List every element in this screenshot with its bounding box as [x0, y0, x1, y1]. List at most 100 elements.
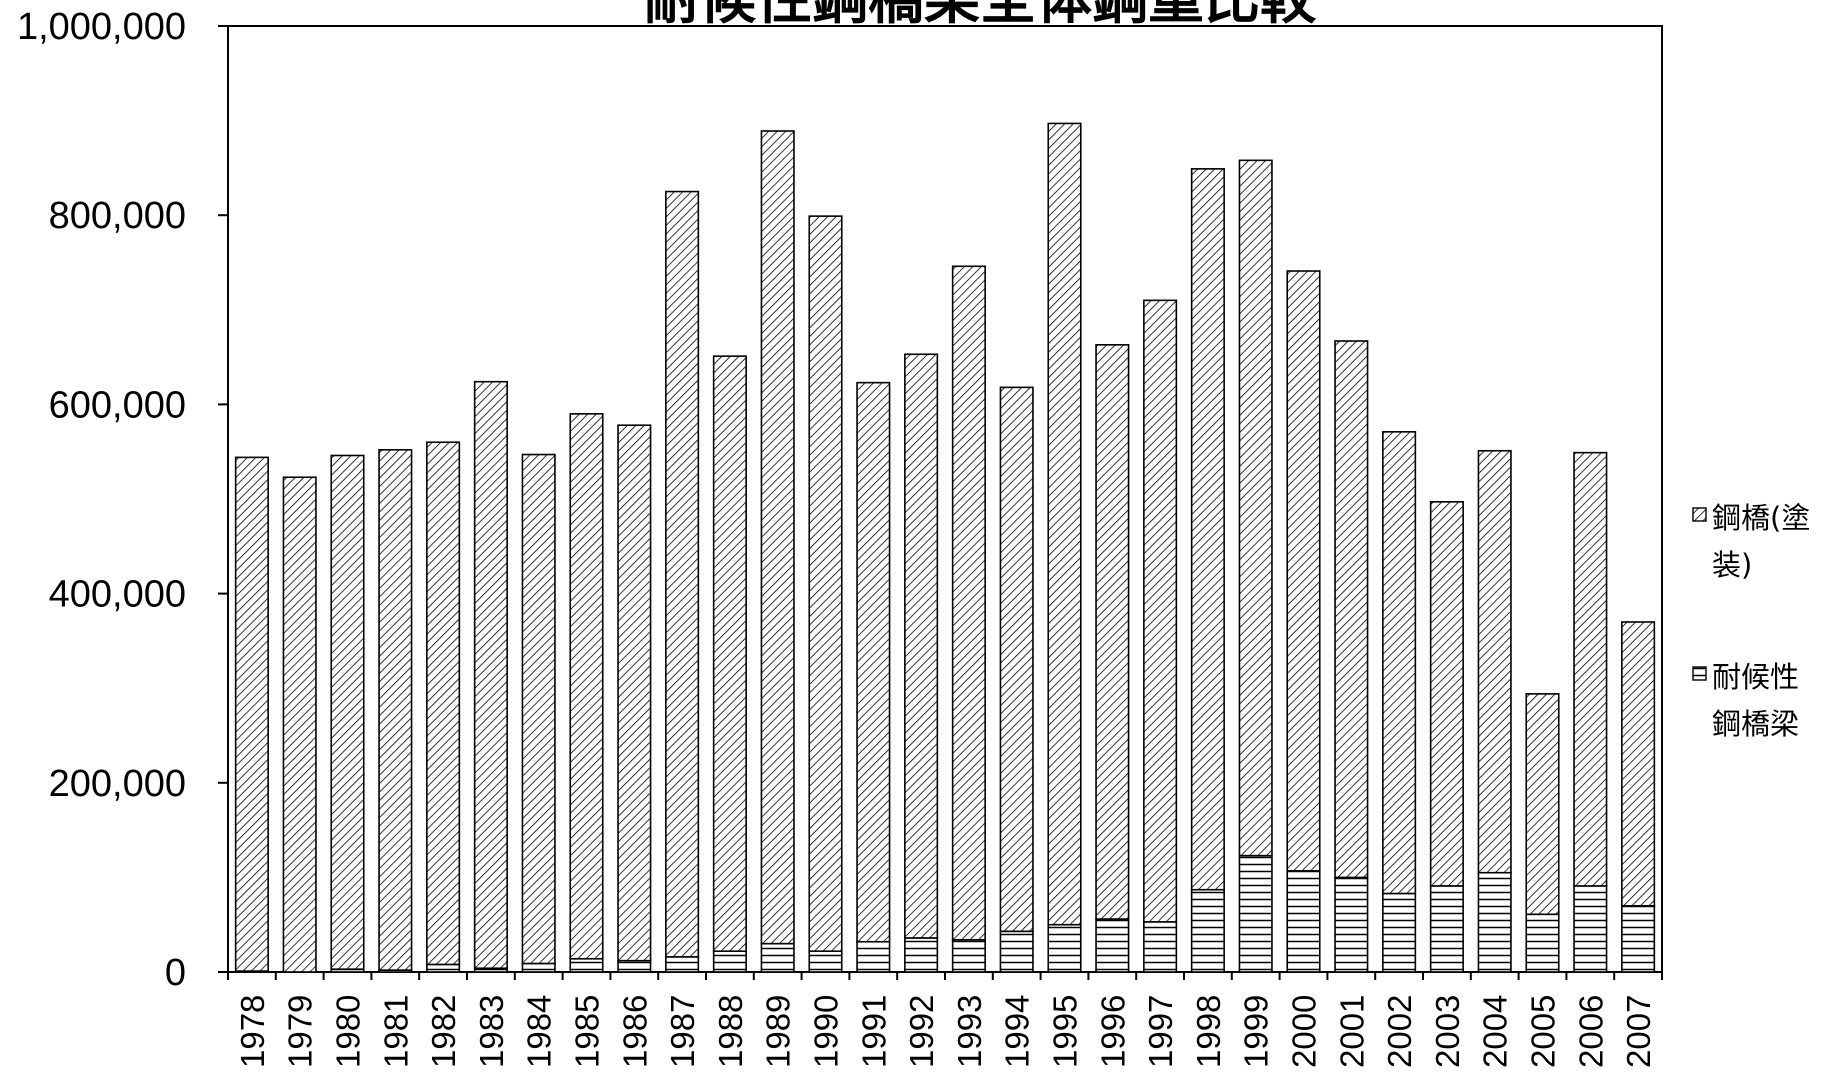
y-axis: 0 200,000 400,000 600,000 800,000 1,000,000: [17, 6, 228, 994]
legend-label: 耐候性: [1712, 660, 1799, 694]
x-tick-label: 1985: [569, 995, 606, 1068]
x-tick-label: 1999: [1238, 995, 1275, 1068]
y-tick-label: 400,000: [49, 574, 186, 616]
x-tick-label: 1991: [855, 995, 892, 1068]
bar-segment-painted-1993: [951, 265, 986, 941]
bar-segment-weathering-1990: [808, 950, 843, 973]
bar-segment-weathering-2007: [1621, 904, 1656, 973]
x-tick-label: 1987: [664, 995, 701, 1068]
bar-segment-weathering-1992: [904, 937, 939, 973]
x-tick-label: 2007: [1620, 995, 1657, 1068]
x-tick-label: 1990: [808, 995, 845, 1068]
bar-segment-painted-2003: [1429, 501, 1464, 887]
x-tick-label: 1993: [951, 995, 988, 1068]
bar-segment-weathering-1995: [1047, 923, 1082, 973]
bar-segment-painted-1982: [426, 441, 461, 966]
bar-segment-painted-2005: [1525, 693, 1560, 916]
bar-segment-weathering-1989: [760, 942, 795, 973]
bar-segment-weathering-1986: [617, 959, 652, 973]
bar-segment-weathering-2003: [1429, 885, 1464, 973]
x-tick-label: 1998: [1190, 995, 1227, 1068]
x-tick-label: 1996: [1094, 995, 1131, 1068]
x-tick-label: 2003: [1429, 995, 1466, 1068]
bar-segment-painted-2006: [1573, 451, 1608, 887]
bar-segment-painted-1981: [378, 449, 413, 971]
bar-segment-painted-2001: [1334, 340, 1369, 879]
chart-title: 耐候性鋼橋梁全体鋼重比較: [644, 0, 1317, 32]
bar-segment-weathering-2000: [1286, 869, 1321, 973]
y-tick-label: 0: [165, 952, 186, 994]
bar-segment-weathering-1996: [1095, 918, 1130, 973]
bar-segment-weathering-1982: [426, 963, 461, 973]
x-tick-label: 1981: [377, 995, 414, 1068]
bar-segment-painted-1990: [808, 215, 843, 952]
x-tick-label: 2001: [1333, 995, 1370, 1068]
x-tick-label: 1986: [616, 995, 653, 1068]
legend-swatch: [1692, 507, 1707, 522]
x-tick-label: 2002: [1381, 995, 1418, 1068]
bar-segment-painted-2007: [1621, 621, 1656, 907]
bar-segment-painted-1996: [1095, 344, 1130, 920]
bar-segment-painted-2004: [1477, 449, 1512, 874]
bar-segment-weathering-1999: [1238, 854, 1273, 973]
x-tick-label: 2006: [1572, 995, 1609, 1068]
bar-segment-painted-1999: [1238, 159, 1273, 857]
x-axis: 1978 1979 1980 1981 1982 1983 1984 1985 1986 1987…: [227, 972, 1663, 1068]
bar-segment-weathering-1997: [1143, 921, 1178, 973]
x-tick-label: 2005: [1525, 995, 1562, 1068]
y-tick-label: 800,000: [49, 195, 186, 237]
bar-segment-painted-1989: [760, 130, 795, 945]
y-tick-label: 200,000: [49, 763, 186, 805]
bar-segment-painted-1984: [521, 453, 556, 965]
x-tick-label: 1984: [521, 995, 558, 1068]
legend-label: 装): [1712, 548, 1752, 582]
x-tick-label: 2000: [1286, 995, 1323, 1068]
bar-segment-painted-1979: [282, 476, 317, 973]
bar-segment-painted-1994: [999, 386, 1034, 933]
bar-segment-weathering-2006: [1573, 885, 1608, 973]
x-tick-label: 1995: [1047, 995, 1084, 1068]
bar-segment-painted-1997: [1143, 299, 1178, 923]
legend-label: 鋼橋(塗: [1712, 501, 1810, 535]
bar-segment-painted-1983: [473, 380, 508, 970]
bar-segment-painted-1998: [1190, 168, 1225, 891]
bar-segment-painted-2002: [1382, 431, 1417, 895]
bar-segment-weathering-2001: [1334, 876, 1369, 973]
bar-segment-painted-1988: [712, 355, 747, 952]
bar-segment-weathering-1987: [665, 956, 700, 973]
bar-segment-painted-1985: [569, 413, 604, 960]
bar-segment-weathering-1998: [1190, 888, 1225, 973]
bar-segment-weathering-1994: [999, 930, 1034, 973]
x-tick-label: 2004: [1477, 995, 1514, 1068]
y-tick-label: 1,000,000: [17, 6, 186, 48]
bar-segment-weathering-2005: [1525, 913, 1560, 973]
bar-segment-painted-1992: [904, 353, 939, 939]
legend-swatch: [1692, 666, 1707, 681]
x-tick-label: 1980: [330, 995, 367, 1068]
bar-segment-painted-1991: [856, 381, 891, 943]
y-tick-label: 600,000: [49, 384, 186, 426]
x-tick-label: 1979: [282, 995, 319, 1068]
x-tick-label: 1983: [473, 995, 510, 1068]
bar-segment-painted-1987: [665, 190, 700, 958]
bar-segment-painted-1980: [330, 454, 365, 970]
bar-segment-weathering-2004: [1477, 871, 1512, 973]
bar-segment-weathering-2002: [1382, 892, 1417, 973]
bar-segment-painted-1986: [617, 424, 652, 962]
legend-label: 鋼橋梁: [1712, 707, 1799, 741]
x-tick-label: 1988: [712, 995, 749, 1068]
x-tick-label: 1982: [425, 995, 462, 1068]
x-tick-label: 1992: [903, 995, 940, 1068]
bar-segment-weathering-1985: [569, 957, 604, 973]
bar-segment-weathering-1988: [712, 950, 747, 973]
bar-segment-painted-1978: [234, 456, 269, 972]
x-tick-label: 1997: [1142, 995, 1179, 1068]
x-tick-label: 1989: [760, 995, 797, 1068]
bars-layer: [234, 122, 1656, 973]
bar-segment-weathering-1984: [521, 962, 556, 973]
bar-segment-weathering-1993: [951, 939, 986, 973]
bar-segment-painted-1995: [1047, 122, 1082, 926]
x-tick-label: 1994: [999, 995, 1036, 1068]
